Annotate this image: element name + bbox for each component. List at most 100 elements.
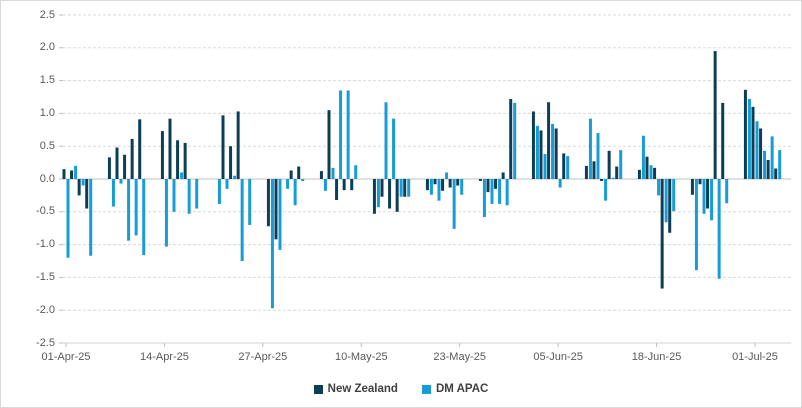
bar-dm-apac [376, 179, 380, 208]
y-axis-tick-label: 2.0 [39, 41, 55, 54]
bar-new-zealand [531, 111, 535, 179]
bar-new-zealand [706, 179, 710, 209]
x-axis-tick-label: 01-Apr-25 [41, 351, 91, 363]
bar-dm-apac [354, 165, 358, 179]
bar-new-zealand [130, 138, 134, 179]
bar-dm-apac [270, 179, 274, 309]
bar-dm-apac [119, 179, 123, 184]
legend: New Zealand DM APAC [1, 383, 801, 395]
bar-dm-apac [755, 121, 759, 179]
bar-dm-apac [641, 135, 645, 179]
bar-new-zealand [221, 115, 225, 179]
bar-dm-apac [346, 90, 350, 179]
bar-dm-apac [217, 179, 221, 204]
bar-dm-apac [278, 179, 282, 250]
bar-dm-apac [482, 179, 486, 218]
bar-dm-apac [339, 90, 343, 179]
bar-dm-apac [323, 179, 327, 191]
bar-dm-apac [490, 179, 494, 204]
legend-label-new-zealand: New Zealand [327, 383, 398, 395]
bar-dm-apac [747, 98, 751, 179]
bar-dm-apac [301, 179, 305, 181]
bar-new-zealand [342, 179, 346, 191]
bar-new-zealand [456, 179, 460, 186]
bar-dm-apac [460, 179, 464, 195]
legend-item-new-zealand: New Zealand [313, 383, 398, 395]
bar-dm-apac [111, 179, 115, 207]
bar-new-zealand [774, 168, 778, 179]
bar-dm-apac [407, 179, 411, 197]
bar-new-zealand [441, 179, 445, 191]
y-axis-tick-label: -1.0 [36, 238, 55, 251]
bar-dm-apac [725, 179, 729, 204]
y-axis-tick-label: 0.0 [39, 172, 55, 185]
bar-dm-apac [702, 179, 706, 214]
bar-new-zealand [494, 179, 498, 189]
bar-dm-apac [233, 175, 237, 179]
legend-label-dm-apac: DM APAC [435, 383, 489, 395]
bar-dm-apac [588, 118, 592, 179]
bar-dm-apac [657, 179, 661, 196]
legend-swatch-new-zealand [313, 384, 323, 394]
bar-new-zealand [759, 128, 763, 179]
bar-new-zealand [660, 179, 664, 289]
bar-new-zealand [751, 106, 755, 179]
bar-new-zealand [501, 172, 505, 179]
bar-dm-apac [429, 179, 433, 195]
bar-dm-apac [248, 179, 252, 225]
bar-dm-apac [240, 179, 244, 261]
y-axis-tick-label: 0.5 [39, 139, 55, 152]
bar-dm-apac [74, 165, 78, 179]
bar-new-zealand [372, 179, 376, 214]
bar-new-zealand [168, 118, 172, 179]
x-axis-tick-label: 01-Jul-25 [732, 351, 778, 363]
bar-new-zealand [107, 157, 111, 179]
bar-dm-apac [672, 179, 676, 212]
bar-new-zealand [698, 179, 702, 185]
bar-dm-apac [286, 179, 290, 189]
bar-dm-apac [535, 125, 539, 179]
bar-dm-apac [399, 179, 403, 197]
bar-dm-apac [89, 179, 93, 256]
bar-dm-apac [195, 179, 199, 209]
bar-new-zealand [229, 146, 233, 179]
bar-new-zealand [554, 128, 558, 179]
bar-dm-apac [142, 179, 146, 256]
bar-new-zealand [600, 179, 604, 181]
bar-dm-apac [384, 102, 388, 179]
bar-new-zealand [160, 131, 164, 179]
x-axis-tick-label: 27-Apr-25 [238, 351, 288, 363]
y-axis-tick-label: -2.5 [36, 336, 55, 349]
bar-new-zealand [592, 161, 596, 179]
bar-new-zealand [766, 159, 770, 179]
y-axis-tick-label: -0.5 [36, 205, 55, 218]
bar-dm-apac [770, 136, 774, 179]
bar-new-zealand [486, 179, 490, 193]
bar-new-zealand [615, 166, 619, 179]
bar-new-zealand [637, 169, 641, 179]
bar-dm-apac [778, 150, 782, 179]
bar-dm-apac [763, 150, 767, 179]
bar-dm-apac [452, 179, 456, 229]
bar-new-zealand [607, 150, 611, 179]
bar-new-zealand [115, 147, 119, 179]
bar-new-zealand [350, 179, 354, 191]
bar-dm-apac [392, 118, 396, 179]
y-axis-tick-label: -1.5 [36, 270, 55, 283]
bar-new-zealand [713, 51, 717, 179]
bar-dm-apac [134, 179, 138, 236]
y-axis-tick-label: 2.5 [39, 8, 55, 21]
bar-new-zealand [388, 179, 392, 209]
bar-new-zealand [274, 179, 278, 240]
bar-dm-apac [664, 179, 668, 223]
bar-new-zealand [266, 179, 270, 227]
bar-dm-apac [604, 179, 608, 201]
y-axis-tick-label: 1.5 [39, 74, 55, 87]
bar-dm-apac [513, 102, 517, 179]
bar-new-zealand [478, 179, 482, 181]
bar-new-zealand [425, 179, 429, 191]
bar-new-zealand [690, 179, 694, 195]
bar-new-zealand [297, 166, 301, 179]
